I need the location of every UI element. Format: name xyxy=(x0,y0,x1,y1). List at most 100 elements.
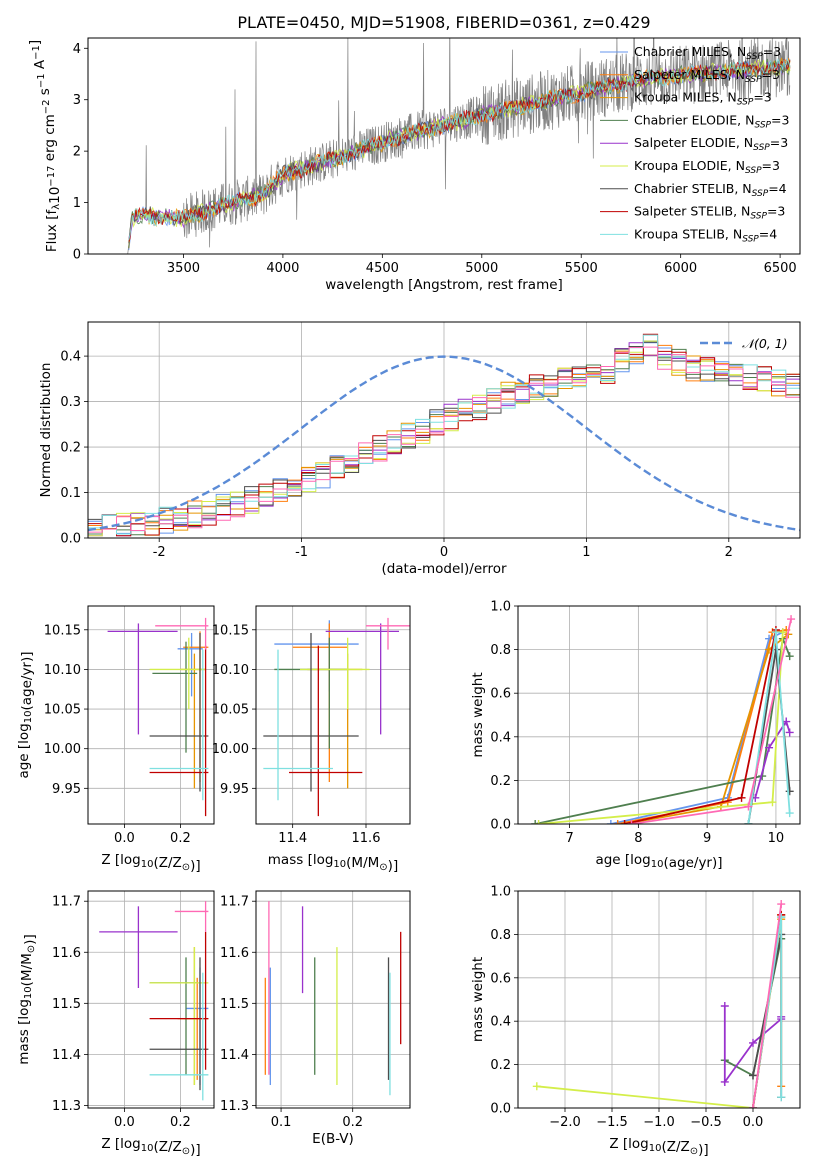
weight-marker xyxy=(744,802,753,811)
x-tick-label: 8 xyxy=(634,831,642,846)
x-tick-label: 4500 xyxy=(366,261,399,276)
histogram-4 xyxy=(88,342,800,538)
errorbar-point-10 xyxy=(174,901,209,932)
weight-marker xyxy=(785,728,794,737)
weight_vs_z-ylabel: mass weight xyxy=(470,957,486,1042)
errorbar-point-10 xyxy=(155,617,209,650)
weight-line xyxy=(624,633,789,824)
mass_vs_z-xlabel-part: )] xyxy=(190,1142,201,1158)
panel-spectrum: 3500 4000 4500 5000 5500 6000 6500 0 1 2 3 4 wavelen… xyxy=(27,37,801,293)
x-tick-label: 0.2 xyxy=(170,1115,191,1130)
figure-title: PLATE=0450, MJD=51908, FIBERID=0361, z=0… xyxy=(237,13,650,32)
spectrum-ylabel-part: 10 xyxy=(47,187,63,204)
x-tick-label: 4000 xyxy=(266,261,299,276)
spectrum-ylabel-part: −1 xyxy=(36,73,47,88)
legend-sub: SSP xyxy=(752,189,769,199)
plot-area xyxy=(532,900,786,1108)
weight-marker xyxy=(737,793,746,802)
x-tick-label: 11.6 xyxy=(352,831,381,846)
y-tick-label: 0.8 xyxy=(490,643,511,658)
y-tick-label: 2 xyxy=(73,145,81,160)
normal-curve xyxy=(88,355,800,532)
y-tick-label: 11.6 xyxy=(52,946,81,961)
y-tick-label: 11.7 xyxy=(52,895,81,910)
axes-frame xyxy=(87,321,801,539)
mass_vs_z-xlabel-part: (Z/Z xyxy=(153,1139,181,1155)
y-tick-label: 10.00 xyxy=(212,742,249,757)
axes-frame xyxy=(87,890,215,1109)
y-tick-label: 11.6 xyxy=(220,946,249,961)
spectrum-ylabel-part: erg cm xyxy=(42,114,58,165)
plot-area xyxy=(127,38,791,254)
spectrum-ylabel-part: s xyxy=(37,88,53,99)
weight-series-4 xyxy=(751,717,794,802)
axes-frame xyxy=(517,605,801,825)
errorbar-point-6 xyxy=(149,957,209,1091)
histogram-7 xyxy=(88,333,800,538)
legend-count: =4 xyxy=(759,226,777,241)
legend-count: =3 xyxy=(767,204,785,219)
model-fit-7 xyxy=(128,58,791,242)
x-tick-label: 0.2 xyxy=(170,831,191,846)
legend-count: =3 xyxy=(771,112,789,127)
x-tick-label: 2 xyxy=(725,545,733,560)
x-tick-label: 5500 xyxy=(565,261,598,276)
weight-marker xyxy=(785,652,794,661)
weight-marker xyxy=(787,615,796,624)
y-tick-label: 10.05 xyxy=(212,703,249,718)
weight-marker xyxy=(744,820,753,824)
y-tick-label: 9.95 xyxy=(220,782,249,797)
weight_vs_age-xlabel: age [log10(age/yr)] xyxy=(595,852,722,871)
legend-label: Chabrier STELIB, NSSP=4 xyxy=(634,181,787,199)
errorbar-point-7 xyxy=(149,645,209,817)
plot-area xyxy=(264,901,402,1096)
mass_vs_z-xlabel-part: ⊙ xyxy=(182,1146,190,1157)
weight_vs_age-xlabel-part: age [log xyxy=(595,852,650,868)
y-tick-label: 0.6 xyxy=(490,971,511,986)
age_vs_z-ylabel-part: (age/yr)] xyxy=(19,651,35,710)
y-tick-label: 0.4 xyxy=(60,350,81,365)
y-tick-label: 10.15 xyxy=(212,623,249,638)
age_vs_mass-xlabel-part: (M/M xyxy=(346,855,379,871)
errorbar-point-10 xyxy=(366,617,410,650)
weight-marker xyxy=(749,1104,757,1108)
x-tick-label: 0.2 xyxy=(342,1115,363,1130)
legend-count: =3 xyxy=(762,67,780,82)
age_vs_z-xlabel-part: ⊙ xyxy=(182,862,190,873)
y-tick-label: 11.4 xyxy=(220,1048,249,1063)
legend-label: Salpeter ELODIE, NSSP=3 xyxy=(634,135,788,153)
x-tick-label: 5000 xyxy=(465,261,498,276)
spectrum-ylabel-part: −1 xyxy=(31,45,42,60)
legend-sub: SSP xyxy=(745,75,762,85)
weight_vs_z-xlabel-part: )] xyxy=(698,1142,709,1158)
y-tick-label: 11.3 xyxy=(52,1099,81,1114)
age_vs_z-xlabel-part: )] xyxy=(190,858,201,874)
weight-marker xyxy=(531,820,540,824)
mass_vs_z-ylabel-part: (M/M xyxy=(19,953,35,986)
x-tick-label: −2.0 xyxy=(549,1115,581,1130)
weight-marker xyxy=(620,820,629,824)
weight-series-8 xyxy=(744,628,794,824)
mass_vs_z-ylabel: mass [log10(M/M⊙)] xyxy=(16,934,38,1064)
errorbar-point-7 xyxy=(289,645,363,817)
y-tick-label: 0.3 xyxy=(60,395,81,410)
residual-ylabel: Normed distribution xyxy=(38,363,54,498)
x-tick-label: 3500 xyxy=(167,261,200,276)
errorbar-point-4 xyxy=(99,906,178,989)
mass_vs_z-xlabel-part: Z [log xyxy=(101,1136,140,1152)
weight_vs_z-xlabel-part: (Z/Z xyxy=(661,1139,689,1155)
weight-marker xyxy=(532,1082,541,1091)
y-tick-label: 10.05 xyxy=(44,703,81,718)
legend-count: =4 xyxy=(768,181,786,196)
mass_vs_z-ylabel-part: ⊙ xyxy=(26,945,37,953)
spectrum-ylabel-part: Flux [f xyxy=(44,209,60,253)
legend-count: =3 xyxy=(770,135,788,150)
y-tick-label: 0.1 xyxy=(60,486,81,501)
mass_vs_z-xlabel: Z [log10(Z/Z⊙)] xyxy=(101,1136,200,1158)
y-tick-label: 10.10 xyxy=(44,663,81,678)
weight-marker xyxy=(785,809,794,818)
y-tick-label: 10.00 xyxy=(44,742,81,757)
weight-marker xyxy=(720,1002,729,1011)
y-tick-label: 0.0 xyxy=(490,1102,511,1117)
